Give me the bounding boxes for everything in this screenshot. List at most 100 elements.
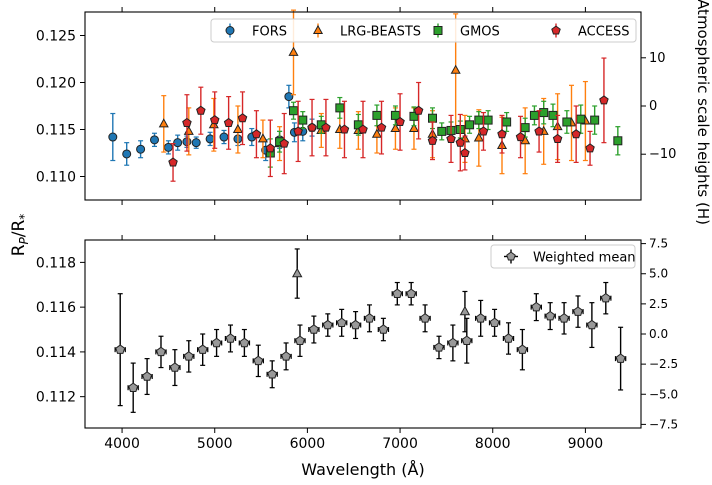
data-point — [251, 129, 262, 139]
legend-label: FORS — [252, 25, 287, 40]
data-point — [378, 324, 389, 334]
data-point — [613, 136, 623, 146]
top-y-tick-label: 0.125 — [36, 29, 76, 45]
data-point — [128, 382, 139, 392]
data-point — [169, 362, 180, 372]
data-point — [520, 123, 530, 133]
data-point — [497, 129, 507, 139]
legend-marker — [312, 24, 324, 34]
data-point — [284, 92, 294, 102]
data-point — [293, 126, 303, 136]
data-point — [437, 126, 447, 136]
data-point — [289, 106, 298, 116]
top-y2-tick-label: 10 — [649, 51, 666, 66]
data-point — [205, 134, 215, 144]
legend-box — [490, 244, 636, 269]
x-tick-label: 7000 — [382, 436, 418, 452]
data-point — [288, 46, 299, 56]
data-point — [428, 113, 437, 123]
data-point — [427, 135, 438, 145]
data-point — [502, 117, 512, 127]
legend-label: LRG-BEASTS — [340, 25, 421, 40]
data-point — [475, 313, 486, 323]
bottom-series-na-k-peaks — [291, 248, 471, 333]
data-point — [108, 132, 118, 142]
top-y-tick-label: 0.115 — [36, 123, 76, 139]
data-point — [573, 306, 583, 316]
data-point — [460, 147, 470, 158]
data-point — [115, 344, 126, 354]
top-y-tick-label: 0.120 — [36, 76, 76, 92]
data-point — [197, 344, 208, 354]
data-point — [257, 133, 268, 143]
data-point — [413, 105, 424, 115]
legend-box — [210, 18, 637, 43]
data-point — [599, 95, 609, 105]
data-point — [483, 115, 493, 125]
bottom-y2-tick-label: 7.5 — [649, 237, 668, 251]
data-point — [489, 317, 500, 328]
legend-marker — [225, 26, 235, 35]
data-point — [450, 64, 461, 74]
data-point — [434, 342, 444, 352]
legend-marker — [506, 251, 516, 261]
legend-marker — [551, 25, 561, 35]
bottom-y2-tick-label: −2.5 — [649, 357, 678, 371]
data-point — [265, 143, 276, 153]
data-point — [211, 337, 222, 348]
data-point — [600, 292, 611, 303]
data-point — [576, 114, 586, 124]
data-point — [219, 132, 229, 142]
data-point — [156, 346, 166, 357]
y-axis-label-left: RP/R* — [9, 214, 31, 257]
data-point — [291, 267, 303, 278]
top-legend: FORS LRG-BEASTS GMOS ACCESS — [210, 18, 637, 43]
data-point — [158, 118, 169, 128]
data-point — [545, 310, 556, 321]
data-point — [163, 142, 173, 152]
data-point — [395, 116, 405, 127]
data-point — [390, 110, 400, 120]
data-point — [350, 319, 361, 330]
data-point — [455, 137, 466, 147]
x-tick-label: 8000 — [475, 436, 511, 452]
bottom-y2-tick-label: 2.5 — [649, 297, 668, 311]
data-point — [371, 128, 382, 138]
data-point — [461, 335, 472, 345]
data-point — [408, 122, 420, 133]
data-point — [562, 117, 572, 127]
data-point — [559, 313, 570, 323]
top-y2-tick-label: −10 — [649, 147, 676, 162]
data-point — [552, 133, 563, 143]
data-point — [585, 143, 595, 153]
top-y2-tick-label: 0 — [649, 99, 657, 114]
data-point — [183, 351, 194, 361]
data-point — [267, 369, 278, 379]
data-point — [182, 117, 192, 127]
data-point — [447, 337, 458, 348]
data-point — [478, 126, 489, 136]
bottom-y-tick-label: 0.118 — [36, 255, 76, 271]
data-point — [339, 124, 350, 134]
legend-label: GMOS — [460, 25, 500, 40]
data-point — [358, 124, 368, 134]
data-point — [232, 123, 243, 133]
data-point — [308, 324, 319, 334]
data-point — [586, 319, 597, 330]
data-point — [420, 313, 431, 323]
data-point — [503, 333, 514, 343]
bottom-panel: 4000 5000 6000 7000 8000 9000 0.112 0.114 0.116 0… — [36, 235, 678, 452]
data-point — [225, 333, 236, 343]
data-point — [539, 108, 549, 118]
bottom-y2-tick-label: 0.0 — [649, 327, 668, 341]
bottom-y-tick-label: 0.116 — [36, 300, 76, 316]
data-point — [183, 125, 194, 135]
data-point — [279, 138, 290, 148]
data-point — [529, 110, 539, 120]
bottom-y2-tick-label: −7.5 — [649, 417, 678, 431]
bottom-axes-frame — [84, 239, 642, 429]
data-point — [142, 371, 153, 381]
legend-marker — [433, 26, 443, 35]
y-axis-label-right: Atmospheric scale heights (H) — [694, 0, 712, 225]
